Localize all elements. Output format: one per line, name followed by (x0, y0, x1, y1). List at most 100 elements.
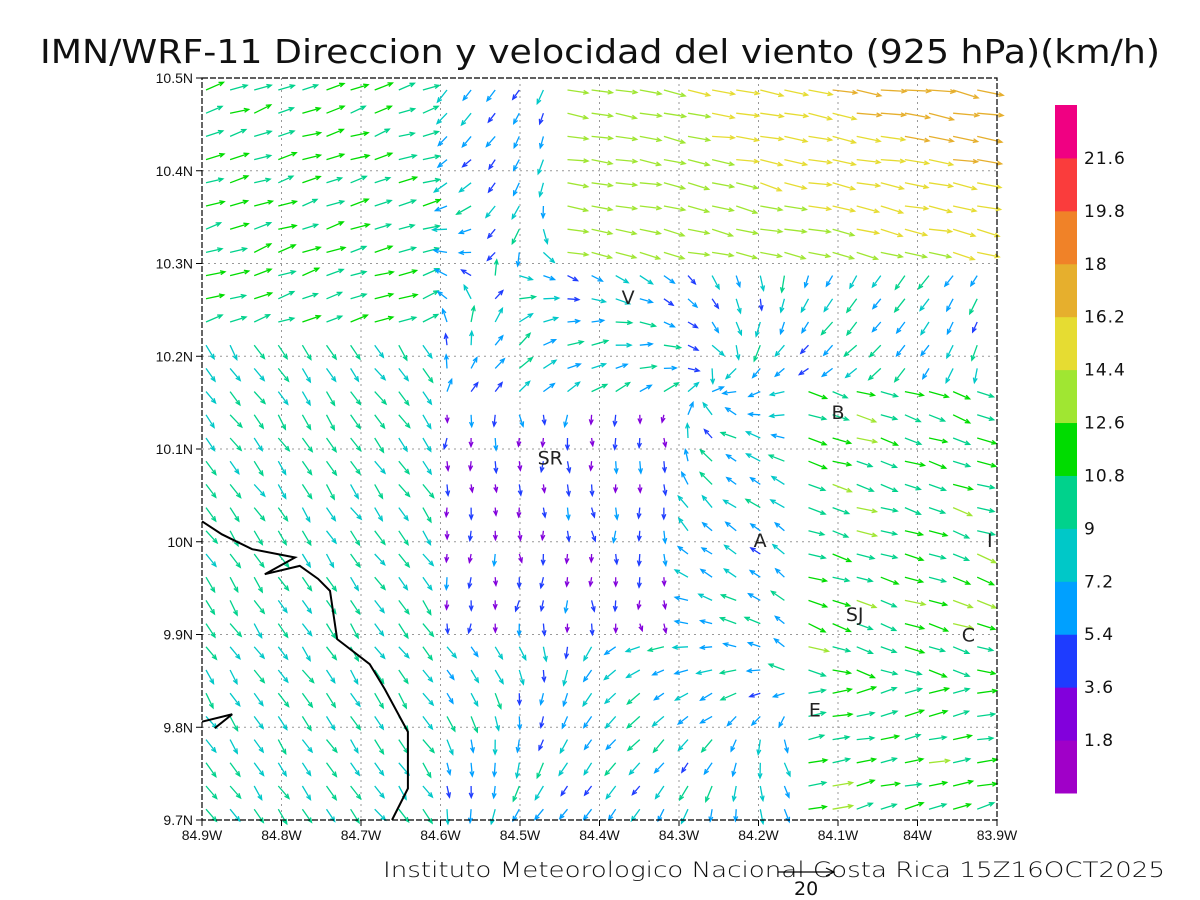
wind-vector (808, 460, 828, 470)
wind-vector (326, 246, 347, 254)
wind-vector (301, 344, 312, 361)
wind-vector (880, 576, 900, 585)
wind-vector (468, 507, 474, 521)
wind-vector (350, 692, 361, 708)
wind-vector (904, 437, 923, 445)
wind-vector (432, 182, 448, 193)
wind-vector (567, 89, 590, 95)
wind-vector (808, 158, 834, 165)
wind-vector (205, 293, 226, 300)
wind-vector (856, 686, 878, 694)
wind-vector (564, 553, 570, 565)
wind-vector (350, 507, 363, 521)
wind-vector (591, 89, 615, 95)
wind-vector (880, 437, 900, 446)
wind-vector (350, 530, 361, 547)
wind-vector (977, 251, 1001, 259)
wind-vector (398, 107, 417, 114)
wind-vector (253, 739, 265, 754)
wind-vector (229, 576, 239, 594)
wind-vector (832, 780, 855, 787)
wind-vector (770, 475, 785, 485)
wind-vector (277, 646, 289, 661)
wind-vector (326, 82, 346, 91)
wind-vector (443, 332, 449, 346)
wind-vector (422, 368, 434, 384)
wind-vector (491, 414, 497, 428)
wind-vector (904, 251, 929, 259)
wind-vector (856, 437, 879, 444)
wind-vector (871, 275, 882, 289)
wind-vector (856, 779, 876, 787)
wind-vector (253, 437, 264, 452)
wind-vector (205, 692, 214, 710)
wind-vector (832, 158, 858, 167)
wind-vector (229, 692, 241, 708)
wind-vector (687, 275, 697, 286)
wind-vector (856, 802, 874, 810)
wind-vector (589, 623, 595, 637)
wind-vector (422, 716, 434, 731)
wind-vector (687, 298, 699, 309)
wind-vector (711, 298, 720, 310)
wind-vector (567, 340, 585, 346)
wind-vector (374, 460, 387, 475)
wind-vector (205, 507, 217, 523)
wind-vector (229, 507, 240, 523)
wind-vector (825, 275, 834, 288)
wind-vector (880, 757, 898, 764)
wind-vector (904, 158, 931, 166)
wind-vector (205, 808, 218, 823)
wind-vector (540, 437, 546, 449)
wind-vector (977, 530, 997, 537)
wind-vector (646, 646, 665, 653)
wind-vector (325, 669, 336, 684)
wind-vector (639, 321, 658, 328)
wind-vector (856, 646, 874, 655)
wind-vector (561, 716, 569, 730)
wind-vector (278, 223, 298, 230)
town-label: I (987, 530, 993, 552)
wind-vector (880, 686, 898, 694)
wind-vector (832, 437, 853, 445)
wind-vector (928, 460, 948, 469)
wind-vector (921, 368, 930, 380)
wind-vector (625, 669, 641, 679)
wind-vector (582, 669, 593, 683)
wind-vector (607, 808, 617, 822)
wind-vector (422, 84, 441, 91)
wind-vector (652, 739, 665, 754)
wind-vector (205, 152, 226, 161)
wind-vector (374, 270, 395, 277)
wind-vector (880, 390, 900, 398)
wind-vector (880, 414, 899, 421)
wind-vector (952, 734, 974, 741)
wind-vector (731, 762, 737, 778)
wind-vector (229, 553, 242, 569)
wind-vector (350, 437, 362, 452)
wind-vector (567, 158, 590, 164)
wind-vector (603, 692, 617, 705)
wind-vector (374, 808, 387, 822)
wind-vector (880, 460, 899, 469)
wind-vector (808, 646, 831, 653)
wind-vector (444, 623, 450, 635)
wind-vector (626, 739, 641, 752)
colorbar-label: 18 (1084, 255, 1108, 275)
wind-vector (749, 547, 761, 555)
wind-vector (976, 576, 996, 586)
wind-vector (832, 530, 850, 538)
wind-vector (374, 692, 385, 710)
wind-vector (538, 136, 545, 150)
wind-vector (808, 711, 827, 718)
wind-vector (880, 803, 898, 810)
wind-vector (711, 228, 735, 237)
wind-vector (492, 623, 498, 634)
town-label: B (831, 402, 844, 424)
wind-vector (589, 437, 595, 448)
wind-vector (374, 152, 394, 161)
wind-vector (615, 320, 634, 326)
wind-vector (205, 460, 217, 476)
x-tick-label: 84.8W (261, 827, 302, 843)
wind-vector (301, 692, 314, 709)
